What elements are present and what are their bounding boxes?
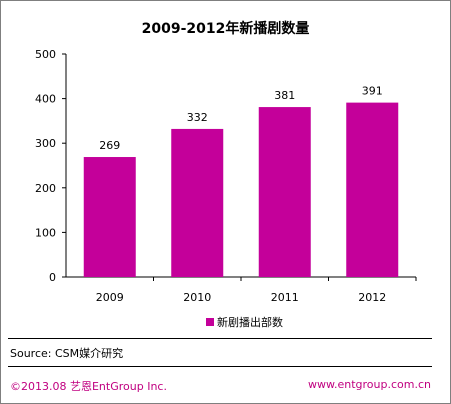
x-tick-label-2009: 2009 [96, 291, 124, 304]
data-label-2010: 332 [187, 111, 208, 124]
data-label-2011: 381 [274, 89, 295, 102]
copyright-note: ©2013.08 艺恩EntGroup Inc. [10, 380, 167, 393]
y-tick-label: 300 [35, 137, 56, 150]
legend-label: 新剧播出部数 [217, 316, 283, 329]
x-tick-label-2011: 2011 [271, 291, 299, 304]
bar-2011 [258, 107, 311, 277]
bar-2012 [346, 102, 399, 277]
source-divider-bottom [8, 366, 432, 367]
y-tick-label: 500 [35, 48, 56, 61]
x-tick-label-2012: 2012 [358, 291, 386, 304]
bar-2009 [83, 157, 136, 277]
source-divider-top [8, 338, 432, 339]
chart-title: 2009-2012年新播剧数量 [141, 21, 310, 37]
legend: 新剧播出部数 [206, 314, 283, 330]
legend-swatch [206, 318, 214, 326]
y-tick-label: 400 [35, 93, 56, 106]
x-tick-label-2010: 2010 [183, 291, 211, 304]
chart-labels: 0 100 200 300 400 500 2009 269 2010 332 2011 381 201… [35, 48, 386, 304]
bar-2010 [171, 128, 224, 277]
data-label-2012: 391 [362, 85, 383, 98]
y-tick-label: 200 [35, 182, 56, 195]
y-tick-label: 0 [49, 271, 56, 284]
data-label-2009: 269 [99, 139, 120, 152]
y-tick-label: 100 [35, 226, 56, 239]
chart-bars [83, 102, 399, 277]
source-note: Source: CSM媒介研究 [10, 347, 124, 360]
website-link[interactable]: www.entgroup.com.cn [308, 378, 431, 391]
